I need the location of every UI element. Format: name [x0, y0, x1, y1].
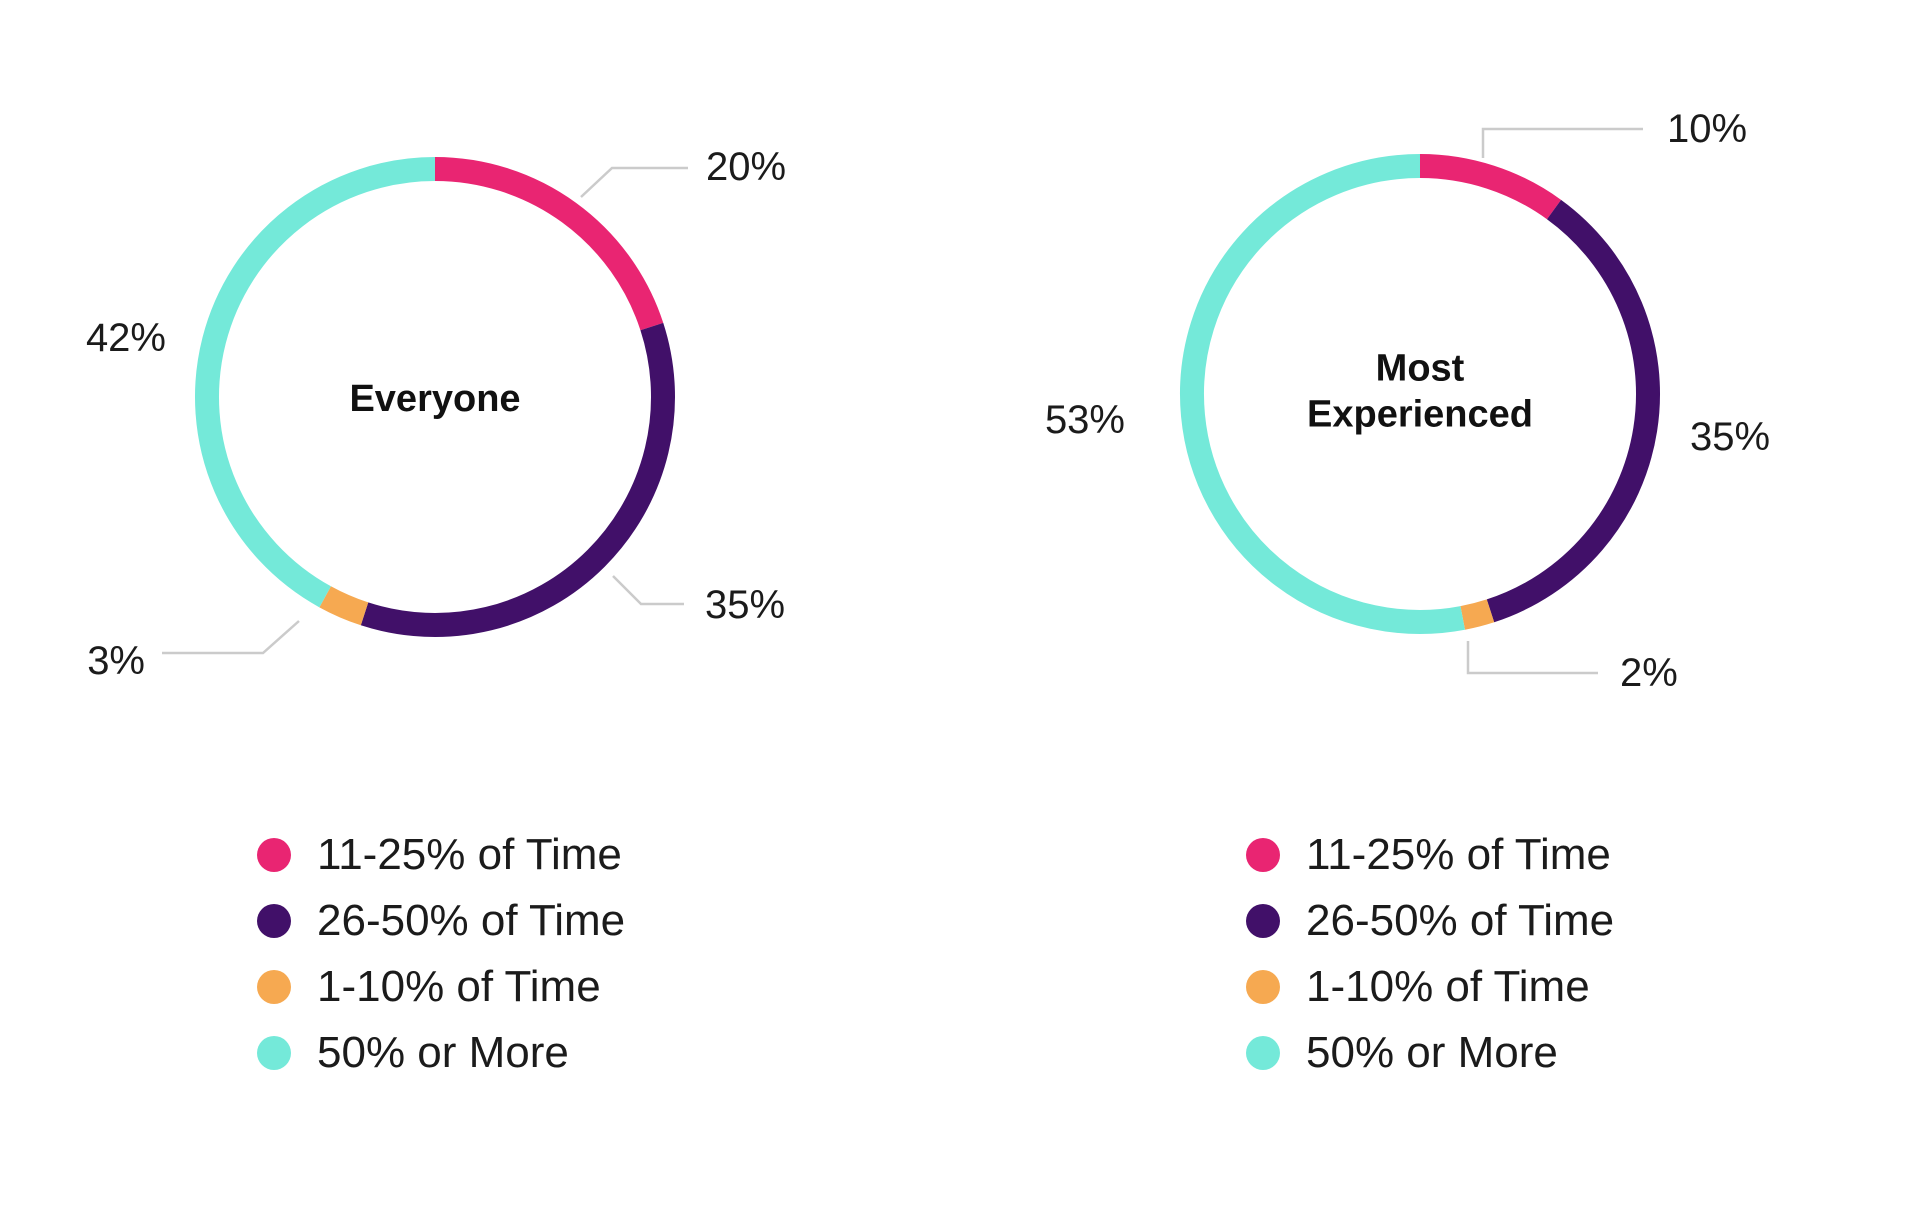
legend-item-label: 50% or More: [1306, 1028, 1558, 1077]
donut-segment-pink: [1419, 154, 1562, 220]
callout-leader-line: [1481, 127, 1643, 158]
legend-dot-turquoise: [257, 1036, 291, 1070]
most-experienced-orange-value-label: 2%: [1620, 651, 1678, 695]
donut-segment-turquoise: [195, 157, 436, 608]
legend-dot-purple: [1246, 904, 1280, 938]
legend-item: 1-10% of Time: [257, 954, 625, 1020]
donut-segment-orange: [1460, 599, 1495, 630]
donut-center-title-most-experienced: Most Experienced: [1307, 347, 1533, 435]
callout-leader-line: [1466, 641, 1598, 675]
legend-dot-turquoise: [1246, 1036, 1280, 1070]
most-experienced-turquoise-value-label: 53%: [1044, 398, 1125, 442]
legend-dot-pink: [257, 838, 291, 872]
legend-item: 50% or More: [257, 1020, 625, 1086]
everyone-pink-value-label: 20%: [706, 145, 787, 189]
donut-segment-turquoise: [1180, 154, 1465, 634]
legend-most-experienced: 11-25% of Time 26-50% of Time 1-10% of T…: [1246, 822, 1614, 1086]
donut-segment-purple: [1486, 199, 1660, 623]
legend-dot-orange: [1246, 970, 1280, 1004]
legend-everyone: 11-25% of Time 26-50% of Time 1-10% of T…: [257, 822, 625, 1086]
donut-segment-purple: [360, 322, 675, 637]
donut-center-title-everyone: Everyone: [349, 378, 521, 421]
callout-leader-line: [162, 620, 300, 655]
callout-leader-line: [612, 575, 684, 606]
everyone-purple-value-label: 35%: [705, 583, 786, 627]
legend-item-label: 26-50% of Time: [317, 896, 626, 945]
legend-item: 1-10% of Time: [1246, 954, 1614, 1020]
legend-item-label: 50% or More: [317, 1028, 569, 1077]
legend-dot-orange: [257, 970, 291, 1004]
donut-segment-pink: [434, 157, 664, 331]
legend-item: 26-50% of Time: [1246, 888, 1614, 954]
legend-item: 50% or More: [1246, 1020, 1614, 1086]
legend-item-label: 11-25% of Time: [317, 830, 622, 879]
legend-item-label: 1-10% of Time: [317, 962, 601, 1011]
legend-dot-pink: [1246, 838, 1280, 872]
legend-item: 26-50% of Time: [257, 888, 625, 954]
donut-segment-orange: [319, 586, 369, 626]
callout-leader-line: [580, 166, 688, 198]
everyone-turquoise-value-label: 42%: [85, 316, 166, 360]
legend-dot-purple: [257, 904, 291, 938]
legend-item: 11-25% of Time: [1246, 822, 1614, 888]
legend-item-label: 26-50% of Time: [1306, 896, 1615, 945]
legend-item: 11-25% of Time: [257, 822, 625, 888]
everyone-orange-value-label: 3%: [87, 639, 145, 683]
legend-item-label: 11-25% of Time: [1306, 830, 1611, 879]
most-experienced-pink-value-label: 10%: [1667, 107, 1748, 151]
most-experienced-purple-value-label: 35%: [1690, 415, 1771, 459]
legend-item-label: 1-10% of Time: [1306, 962, 1590, 1011]
